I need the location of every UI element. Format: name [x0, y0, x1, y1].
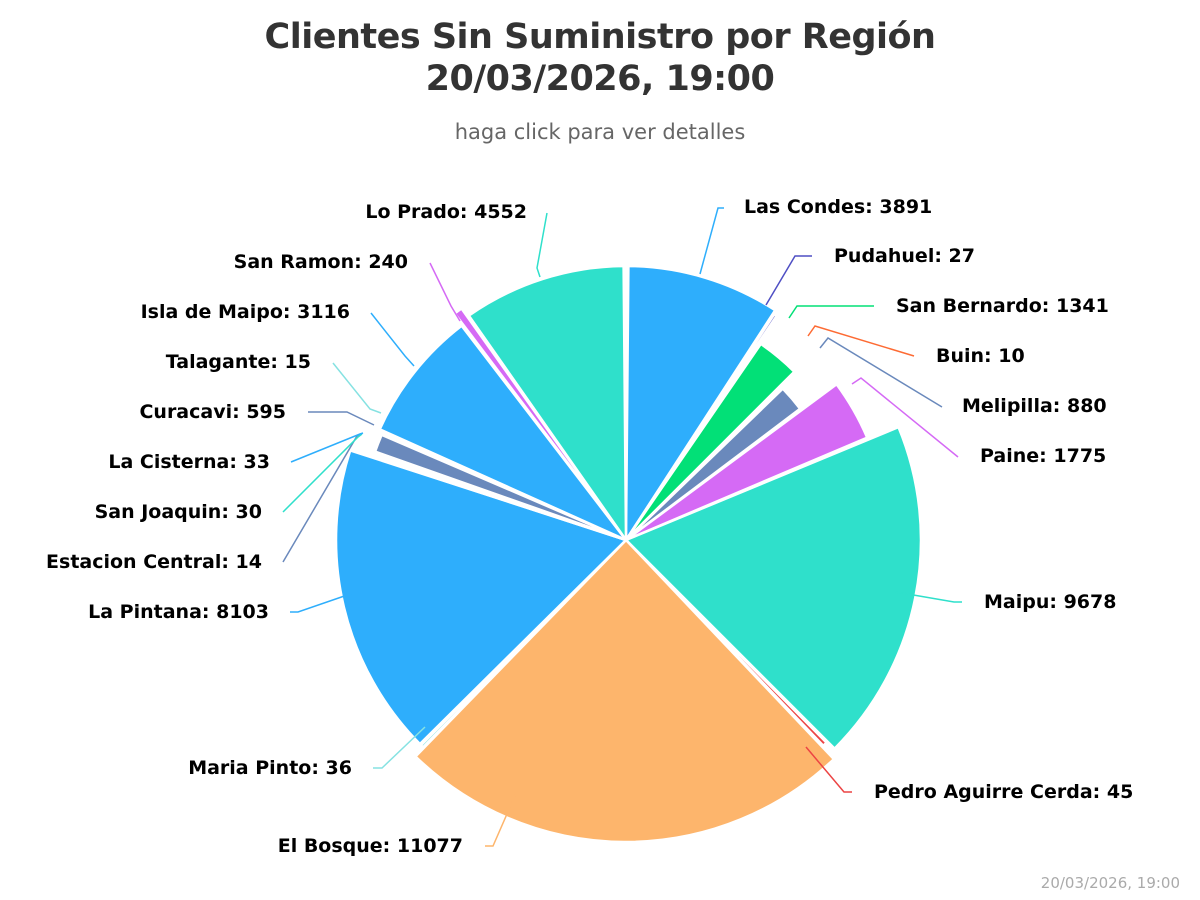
leader-line	[851, 377, 959, 458]
pie-slices	[334, 264, 923, 844]
leader-line	[895, 591, 962, 603]
slice-melipilla[interactable]	[624, 387, 802, 542]
slice-label[interactable]: San Bernardo: 1341	[896, 295, 1109, 317]
leader-line	[429, 262, 461, 322]
leader-line	[308, 411, 375, 426]
slice-el-bosque[interactable]	[414, 538, 836, 844]
slice-maipu[interactable]	[624, 425, 923, 750]
leader-line	[788, 305, 874, 319]
leader-line	[485, 790, 518, 847]
leader-line	[765, 255, 812, 306]
slice-label[interactable]: Curacavi: 595	[139, 401, 286, 423]
slice-label[interactable]: Estacion Central: 14	[46, 551, 262, 573]
slice-label[interactable]: San Ramon: 240	[233, 251, 408, 273]
slice-label[interactable]: San Joaquin: 30	[94, 501, 262, 523]
chart-subtitle: haga click para ver detalles	[454, 120, 746, 144]
slice-la-pintana[interactable]	[334, 449, 628, 746]
slice-label[interactable]: Maipu: 9678	[984, 591, 1117, 613]
leader-line	[370, 312, 415, 367]
slice-label[interactable]: Talagante: 15	[165, 351, 311, 373]
slice-label[interactable]: Las Condes: 3891	[744, 196, 933, 218]
slice-label[interactable]: Maria Pinto: 36	[188, 757, 352, 779]
leader-line	[699, 207, 724, 275]
slice-label[interactable]: Lo Prado: 4552	[365, 201, 527, 223]
leader-line	[282, 433, 363, 513]
chart-title-line1: Clientes Sin Suministro por Región	[264, 17, 936, 57]
leader-line	[807, 325, 915, 357]
leader-line	[536, 212, 548, 278]
footer-timestamp: 20/03/2026, 19:00	[1040, 874, 1180, 892]
slice-label[interactable]: Isla de Maipo: 3116	[140, 301, 350, 323]
leader-line	[819, 337, 943, 408]
slice-isla-de-maipo[interactable]	[378, 324, 628, 542]
chart-title-line2: 20/03/2026, 19:00	[425, 59, 775, 99]
leader-line	[332, 362, 382, 414]
slice-label[interactable]: La Cisterna: 33	[108, 451, 270, 473]
slice-label[interactable]: La Pintana: 8103	[88, 601, 269, 623]
slice-lo-prado[interactable]	[467, 264, 628, 542]
slice-san-bernardo[interactable]	[624, 342, 796, 542]
label-leader-lines	[282, 207, 962, 847]
slice-label[interactable]: Melipilla: 880	[962, 395, 1107, 417]
leader-line	[373, 726, 426, 769]
leader-line	[290, 591, 357, 613]
leader-line	[290, 432, 364, 463]
slice-label[interactable]: Buin: 10	[936, 345, 1025, 367]
slice-label[interactable]: Pudahuel: 27	[834, 245, 975, 267]
leader-line	[805, 746, 852, 793]
slice-paine[interactable]	[624, 382, 869, 542]
slice-label[interactable]: Paine: 1775	[980, 445, 1107, 467]
slice-label[interactable]: El Bosque: 11077	[277, 835, 463, 857]
slice-las-condes[interactable]	[624, 264, 777, 542]
slice-label[interactable]: Pedro Aguirre Cerda: 45	[874, 781, 1134, 803]
